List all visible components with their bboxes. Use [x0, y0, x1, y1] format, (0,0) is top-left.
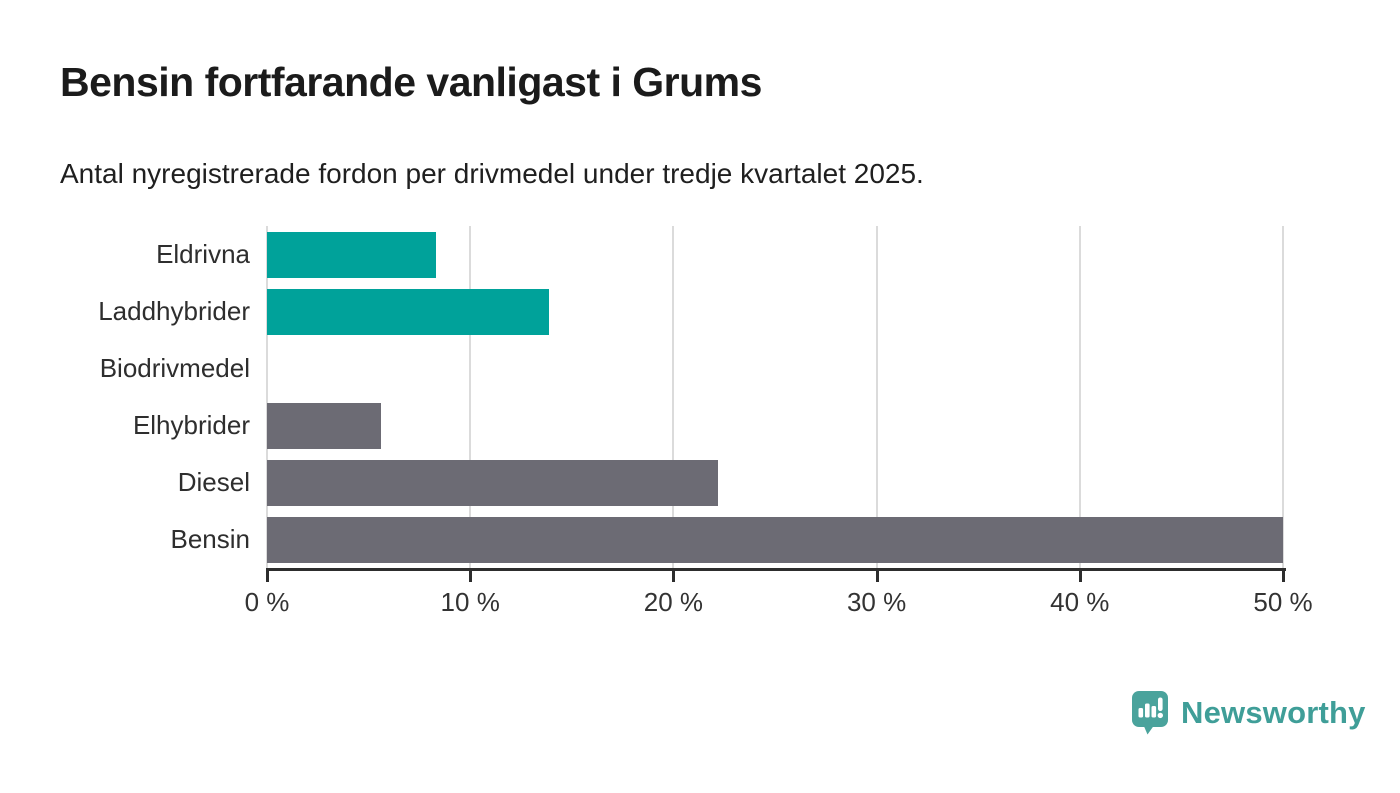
x-axis-tick-label: 30 % [846, 587, 907, 617]
bar-chart: Eldrivna Laddhybrider Biodrivmedel Elhybrid… [0, 226, 1400, 646]
x-axis-tick [1078, 570, 1082, 582]
bar-bensin [267, 516, 1283, 563]
bar-track [267, 459, 1283, 506]
chart-row: Laddhybrider [0, 283, 1400, 340]
category-label-biodrivmedel: Biodrivmedel [99, 353, 250, 383]
x-axis-tick-label: 10 % [440, 587, 500, 617]
x-axis-tick [875, 570, 879, 582]
gridlines [266, 226, 1284, 568]
x-axis-tick [266, 570, 269, 582]
bar-track [267, 516, 1283, 563]
page-title: Bensin fortfarande vanligast i Grums [60, 59, 762, 105]
x-axis-tick-label: 20 % [643, 587, 704, 617]
x-axis-tick [1282, 570, 1285, 582]
x-axis-tick [469, 570, 473, 582]
chart-row: Eldrivna [0, 226, 1400, 283]
x-axis-tick-label: 0 % [244, 587, 290, 617]
gridline [469, 226, 472, 568]
newsworthy-icon [1132, 691, 1168, 735]
chart-row: Bensin [0, 511, 1400, 568]
bar-elhybrider [267, 402, 381, 449]
gridline [1078, 226, 1081, 568]
gridline [875, 226, 878, 568]
chart-rows: Eldrivna Laddhybrider Biodrivmedel Elhybrid… [0, 226, 1400, 568]
bar-diesel [267, 459, 719, 506]
chart-row: Diesel [0, 454, 1400, 511]
x-axis-tick-label: 40 % [1050, 587, 1110, 617]
bar-track [267, 346, 1283, 392]
newsworthy-wordmark: Newsworthy [1181, 694, 1366, 730]
bar-track [267, 402, 1283, 449]
bar-track [267, 288, 1283, 335]
x-axis-line [266, 568, 1286, 571]
category-label-bensin: Bensin [170, 524, 251, 554]
x-axis-tick-label: 50 % [1253, 587, 1313, 617]
chart-row: Elhybrider [0, 397, 1400, 454]
newsworthy-logo: Newsworthy [1131, 690, 1366, 735]
bar-track [267, 231, 1283, 278]
x-axis-tick [672, 570, 676, 582]
category-label-diesel: Diesel [177, 467, 250, 497]
bar-laddhybrider [267, 288, 550, 335]
bar-eldrivna [267, 231, 436, 278]
gridline [266, 226, 268, 568]
gridline [672, 226, 675, 568]
page-subtitle: Antal nyregistrerade fordon per drivmede… [60, 158, 924, 189]
category-label-elhybrider: Elhybrider [132, 410, 250, 440]
chart-row: Biodrivmedel [0, 340, 1400, 397]
category-label-laddhybrider: Laddhybrider [98, 296, 250, 326]
gridline [1282, 226, 1284, 568]
category-label-eldrivna: Eldrivna [156, 239, 250, 269]
